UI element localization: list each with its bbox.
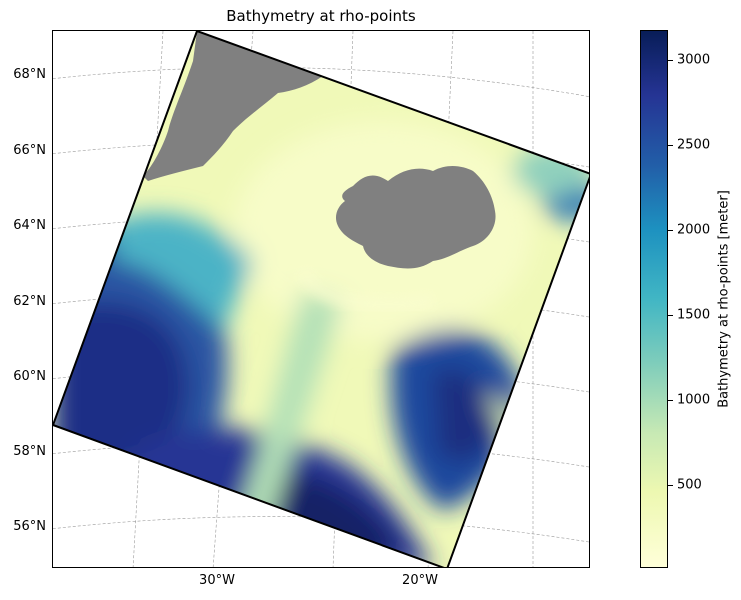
colorbar-tick-label: 3000: [677, 52, 711, 68]
colorbar-tick: [668, 60, 673, 61]
colorbar-tick: [668, 145, 673, 146]
colorbar-tick-label: 2000: [677, 222, 711, 238]
colorbar: [640, 30, 668, 568]
lat-label: 56°N: [13, 519, 46, 534]
domain-boundary: [53, 31, 589, 567]
lat-label: 60°N: [13, 369, 46, 384]
colorbar-title: Bathymetry at rho-points [meter]: [716, 190, 732, 408]
colorbar-tick-label: 2500: [677, 137, 711, 153]
colorbar-tick: [668, 400, 673, 401]
lat-label: 64°N: [13, 218, 46, 233]
colorbar-tick: [668, 485, 673, 486]
colorbar-tick-label: 500: [677, 477, 702, 493]
bathymetry-field: [53, 31, 589, 567]
colorbar-tick: [668, 230, 673, 231]
colorbar-tick-label: 1500: [677, 307, 711, 323]
colorbar-tick-label: 1000: [677, 392, 711, 408]
lon-label: 20°W: [402, 573, 438, 588]
map-title: Bathymetry at rho-points: [226, 7, 416, 25]
lat-label: 66°N: [13, 143, 46, 158]
lat-label: 68°N: [13, 67, 46, 82]
lon-label: 30°W: [199, 573, 235, 588]
map-panel: [52, 30, 590, 568]
colorbar-tick: [668, 315, 673, 316]
bathymetry-map: [53, 31, 589, 567]
lat-label: 62°N: [13, 294, 46, 309]
lat-label: 58°N: [13, 444, 46, 459]
